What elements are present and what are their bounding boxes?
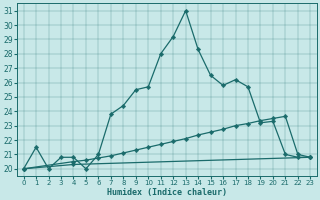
- X-axis label: Humidex (Indice chaleur): Humidex (Indice chaleur): [107, 188, 227, 197]
